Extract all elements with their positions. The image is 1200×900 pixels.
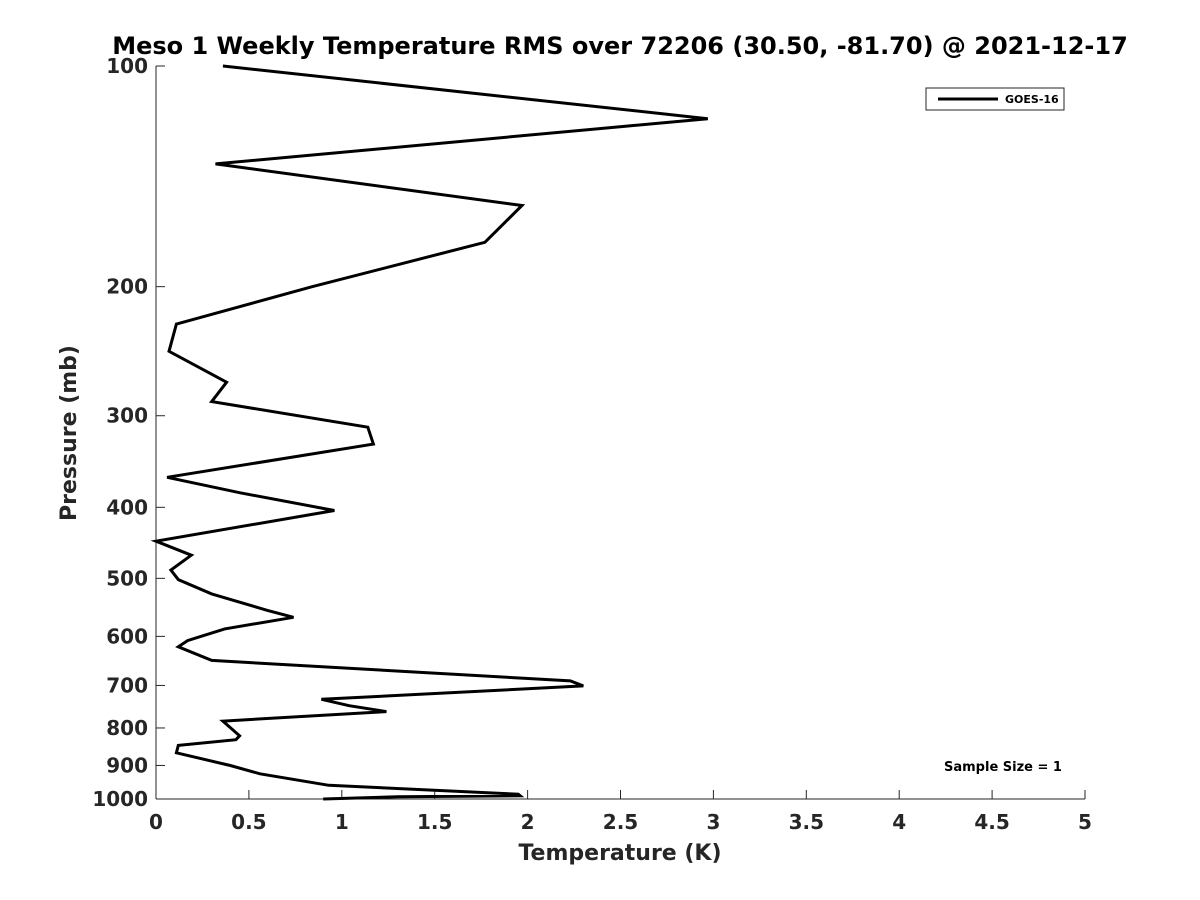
y-tick-label: 700: [106, 673, 148, 697]
x-tick-label: 5: [1078, 810, 1092, 834]
x-tick-label: 4: [892, 810, 906, 834]
x-tick-label: 2: [521, 810, 535, 834]
x-tick-label: 3.5: [789, 810, 824, 834]
y-tick-label: 500: [106, 566, 148, 590]
x-tick-label: 0: [149, 810, 163, 834]
legend: GOES-16: [925, 87, 1065, 111]
y-tick-label: 600: [106, 624, 148, 648]
y-tick-label: 100: [106, 54, 148, 78]
sample-size-annotation: Sample Size = 1: [944, 760, 1062, 775]
x-tick-label: 3: [706, 810, 720, 834]
y-tick-label: 800: [106, 716, 148, 740]
legend-entry: GOES-16: [1005, 93, 1059, 106]
plot-lines: [150, 64, 708, 801]
y-tick-label: 1000: [92, 787, 148, 811]
y-tick-label: 300: [106, 404, 148, 428]
axes: 0 0.5 1 1.5 2 2.5 3 3.5 4 4.5 5 100 200 300 400 500 600 7…: [92, 54, 1092, 834]
x-axis-label: Temperature (K): [518, 841, 721, 866]
x-tick-label: 4.5: [974, 810, 1009, 834]
x-tick-label: 2.5: [603, 810, 638, 834]
x-tick-label: 0.5: [231, 810, 266, 834]
y-tick-label: 400: [106, 495, 148, 519]
y-tick-label: 900: [106, 753, 148, 777]
y-axis-label: Pressure (mb): [57, 345, 82, 521]
x-tick-label: 1.5: [417, 810, 452, 834]
x-tick-label: 1: [335, 810, 349, 834]
y-tick-label: 200: [106, 275, 148, 299]
series-line-goes-16: [150, 64, 708, 801]
chart-title: Meso 1 Weekly Temperature RMS over 72206…: [112, 32, 1128, 60]
